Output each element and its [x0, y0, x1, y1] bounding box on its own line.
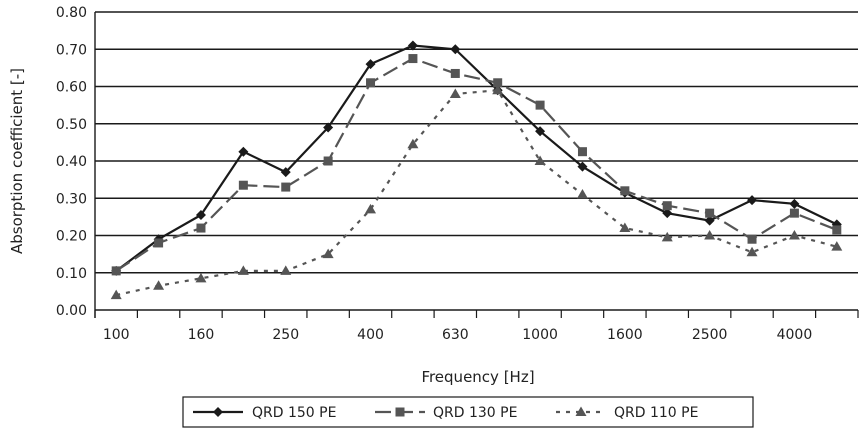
data-point [450, 44, 461, 55]
data-point [492, 84, 504, 95]
legend-marker [395, 407, 405, 417]
series-2 [111, 54, 842, 276]
y-axis-ticks: 0.00 0.10 0.20 0.30 0.40 0.50 0.60 0.70 0.80 [56, 5, 87, 319]
x-axis-title: Frequency [Hz] [421, 368, 534, 386]
data-point [238, 180, 248, 190]
data-point [576, 189, 588, 199]
y-tick-label: 0.50 [56, 117, 87, 133]
x-tick-label: 100 [103, 327, 130, 343]
legend-label: QRD 130 PE [433, 405, 517, 421]
data-point [832, 225, 842, 235]
series-1 [111, 40, 842, 276]
y-tick-label: 0.20 [56, 229, 87, 245]
y-tick-label: 0.70 [56, 42, 87, 58]
data-point [365, 203, 377, 214]
data-point [788, 230, 800, 240]
data-point [110, 289, 122, 300]
data-point [704, 230, 716, 240]
series-3 [110, 84, 843, 300]
y-axis-title: Absorption coefficient [-] [8, 68, 26, 254]
x-axis-ticks: 100 160 250 400 630 1000 1600 2500 4000 [94, 310, 859, 343]
data-point [789, 198, 800, 209]
data-point [408, 54, 418, 64]
data-point [789, 208, 799, 218]
data-point [323, 122, 334, 133]
data-point [662, 208, 673, 219]
y-tick-label: 0.10 [56, 266, 87, 282]
y-tick-label: 0.40 [56, 154, 87, 170]
data-point [746, 246, 758, 257]
data-point [705, 208, 715, 218]
data-point [322, 248, 334, 259]
data-point [237, 265, 249, 275]
legend: QRD 150 PE QRD 130 PE QRD 110 PE [182, 396, 754, 428]
data-point [281, 182, 291, 192]
y-tick-label: 0.80 [56, 5, 87, 21]
y-tick-label: 0.30 [56, 191, 87, 207]
data-point [195, 272, 207, 283]
data-point [407, 138, 419, 149]
legend-marker [213, 407, 223, 417]
data-point [280, 265, 292, 275]
x-tick-label: 160 [188, 327, 215, 343]
x-tick-label: 630 [442, 327, 469, 343]
data-point [535, 100, 545, 110]
x-tick-label: 2500 [692, 327, 728, 343]
data-point [153, 280, 165, 290]
data-point [747, 195, 758, 206]
y-tick-label: 0.60 [56, 80, 87, 96]
data-point [620, 186, 630, 196]
data-point [449, 88, 461, 98]
data-point [111, 266, 121, 276]
data-point [535, 126, 546, 137]
data-point [365, 59, 376, 70]
data-point [366, 78, 376, 88]
data-point [280, 167, 291, 178]
data-point [407, 40, 418, 51]
x-tick-label: 250 [272, 327, 299, 343]
data-point [323, 156, 333, 166]
y-tick-label: 0.00 [56, 303, 87, 319]
data-point [661, 231, 673, 242]
legend-label: QRD 150 PE [252, 405, 336, 421]
data-point [238, 146, 249, 157]
data-point [534, 155, 546, 165]
data-point [577, 147, 587, 157]
data-point [196, 223, 206, 233]
x-tick-label: 1600 [607, 327, 643, 343]
data-point [493, 78, 503, 88]
data-point [195, 210, 206, 221]
grid-lines [94, 11, 858, 318]
legend-entry: QRD 130 PE [375, 405, 517, 421]
data-point [619, 222, 631, 233]
data-point [704, 215, 715, 226]
series-line [115, 89, 838, 297]
x-tick-label: 4000 [777, 327, 813, 343]
data-point [450, 68, 460, 78]
data-point [662, 201, 672, 211]
data-point [747, 234, 757, 244]
series-layer [110, 40, 843, 300]
legend-entry: QRD 110 PE [556, 405, 698, 421]
data-point [154, 238, 164, 248]
series-line [115, 44, 838, 272]
x-tick-label: 400 [357, 327, 384, 343]
legend-entry: QRD 150 PE [193, 405, 336, 421]
series-line [115, 57, 838, 272]
x-tick-label: 1000 [522, 327, 558, 343]
legend-box [182, 396, 754, 428]
data-point [577, 161, 588, 172]
data-point [831, 241, 843, 251]
legend-marker [575, 406, 587, 416]
legend-label: QRD 110 PE [614, 405, 698, 421]
